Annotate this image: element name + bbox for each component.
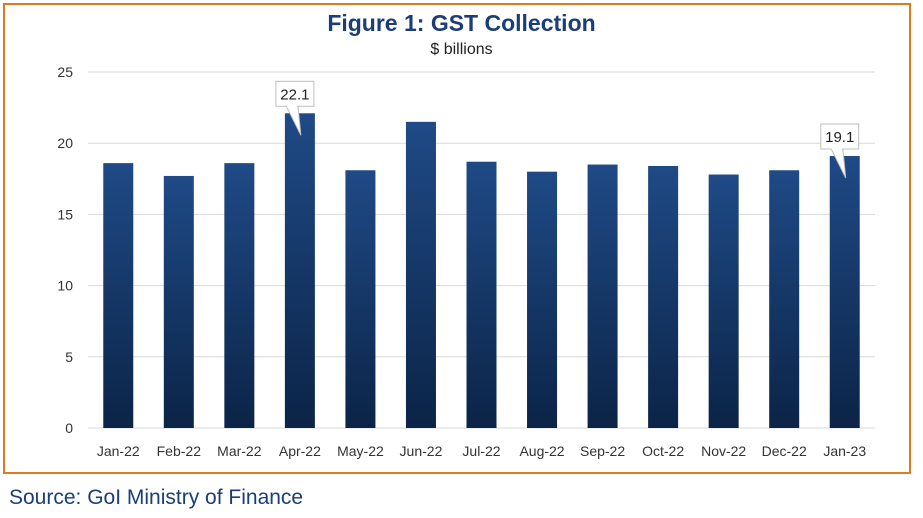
callout-apr-22: 22.1 bbox=[275, 80, 315, 136]
chart-title: Figure 1: GST Collection bbox=[327, 10, 596, 36]
bar-dec-22 bbox=[769, 170, 800, 429]
y-tick-label: 20 bbox=[57, 135, 73, 151]
callout-seam bbox=[831, 147, 842, 151]
y-tick-label: 5 bbox=[65, 349, 73, 365]
x-tick-label: Mar-22 bbox=[217, 443, 262, 459]
y-tick-label: 25 bbox=[57, 64, 73, 80]
y-tick-label: 15 bbox=[57, 206, 73, 222]
x-tick-label: Jan-22 bbox=[97, 443, 140, 459]
chart-subtitle: $ billions bbox=[430, 41, 493, 58]
x-tick-label: Jul-22 bbox=[462, 443, 500, 459]
bar-jun-22 bbox=[405, 121, 436, 428]
bar-jan-23 bbox=[829, 156, 860, 429]
chart-frame bbox=[3, 3, 911, 474]
x-tick-label: Dec-22 bbox=[762, 443, 807, 459]
x-tick-label: Jan-23 bbox=[823, 443, 866, 459]
source-note: Source: GoI Ministry of Finance bbox=[9, 486, 304, 509]
x-tick-label: Apr-22 bbox=[279, 443, 321, 459]
callout-box bbox=[820, 123, 860, 150]
y-tick-label: 10 bbox=[57, 278, 73, 294]
x-tick-label: Oct-22 bbox=[642, 443, 684, 459]
bar-feb-22 bbox=[163, 175, 194, 428]
callouts: 22.1 19.1 bbox=[275, 80, 860, 179]
bar-nov-22 bbox=[708, 174, 739, 428]
callout-jan-23: 19.1 bbox=[820, 123, 860, 179]
bar-may-22 bbox=[345, 170, 376, 429]
bars bbox=[103, 113, 860, 429]
bar-mar-22 bbox=[224, 163, 255, 429]
data-label: 22.1 bbox=[280, 86, 309, 103]
y-tick-label: 0 bbox=[65, 420, 73, 436]
x-tick-label: Nov-22 bbox=[701, 443, 746, 459]
x-tick-label: Sep-22 bbox=[580, 443, 625, 459]
x-tick-label: Jun-22 bbox=[400, 443, 443, 459]
axis-labels: 0 5 10 15 20 25 Jan-22 Feb-22 Mar-22 Apr-22 May-22… bbox=[57, 64, 866, 459]
bar-sep-22 bbox=[587, 164, 618, 428]
bar-apr-22 bbox=[284, 113, 315, 429]
data-label: 19.1 bbox=[825, 129, 854, 146]
bar-aug-22 bbox=[527, 171, 558, 428]
bar-jan-22 bbox=[103, 163, 134, 429]
x-tick-label: May-22 bbox=[337, 443, 384, 459]
x-tick-label: Feb-22 bbox=[157, 443, 202, 459]
bar-oct-22 bbox=[648, 165, 679, 428]
callout-seam bbox=[286, 104, 297, 108]
x-tick-label: Aug-22 bbox=[519, 443, 564, 459]
bar-jul-22 bbox=[466, 161, 497, 428]
